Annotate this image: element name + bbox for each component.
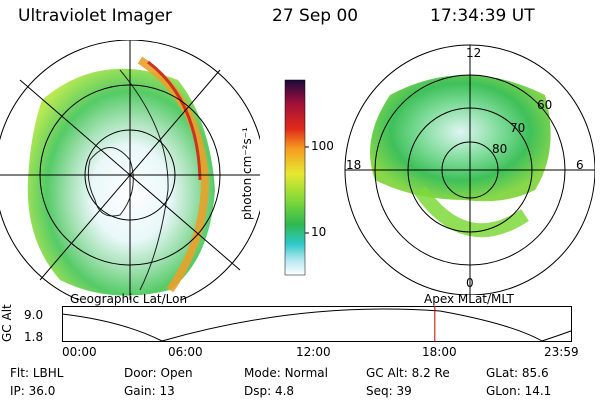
lat-label-70: 70: [510, 121, 526, 135]
lat-label-80: 80: [492, 142, 508, 156]
auroral-oval: [414, 185, 529, 238]
colorbar-tick-10: 10: [311, 225, 327, 239]
altitude-curve: [62, 308, 572, 342]
header-time: 17:34:39 UT: [430, 6, 535, 26]
status-filter: Flt: LBHL: [10, 366, 64, 380]
altitude-tick-high: 9.0: [24, 308, 44, 322]
altitude-axis-label: GC Alt: [0, 304, 14, 342]
status-mode: Mode: Normal: [244, 366, 328, 380]
time-tick-1800: 18:00: [422, 345, 457, 359]
header-date: 27 Sep 00: [272, 6, 359, 26]
status-glon: GLon: 14.1: [486, 384, 552, 398]
time-tick-0600: 06:00: [168, 345, 203, 359]
altitude-plot: [62, 306, 572, 342]
lat-label-60: 60: [537, 98, 553, 112]
status-ip: IP: 36.0: [10, 384, 56, 398]
colorbar: [284, 79, 309, 276]
time-tick-1200: 12:00: [296, 345, 331, 359]
status-door: Door: Open: [124, 366, 193, 380]
app-title: Ultraviolet Imager: [18, 6, 172, 26]
polar-image: [344, 44, 595, 295]
time-tick-2359: 23:59: [544, 345, 579, 359]
caption-geographic: Geographic Lat/Lon: [70, 292, 188, 306]
status-gain: Gain: 13: [124, 384, 175, 398]
status-seq: Seq: 39: [366, 384, 412, 398]
altitude-tick-low: 1.8: [24, 330, 44, 344]
auroral-arc-core: [147, 60, 202, 181]
lon-line: [39, 69, 221, 281]
time-tick-0000: 00:00: [62, 345, 97, 359]
auroral-arc: [137, 56, 210, 293]
altitude-plot-frame: [62, 306, 572, 342]
colorbar-tick-100: 100: [311, 139, 334, 153]
mlt-label-12: 12: [466, 46, 482, 60]
geographic-image: [0, 40, 260, 300]
status-glat: GLat: 85.6: [486, 366, 549, 380]
mlt-label-0: 0: [466, 276, 474, 290]
status-gc-alt: GC Alt: 8.2 Re: [366, 366, 450, 380]
colorbar-scale: [284, 79, 306, 276]
mlt-label-6: 6: [576, 158, 584, 172]
colorbar-unit-label: photon cm⁻²s⁻¹: [240, 127, 254, 220]
status-dsp: Dsp: 4.8: [244, 384, 295, 398]
mlt-label-18: 18: [346, 158, 362, 172]
coastline: [87, 147, 134, 217]
caption-apex: Apex MLat/MLT: [424, 292, 514, 306]
